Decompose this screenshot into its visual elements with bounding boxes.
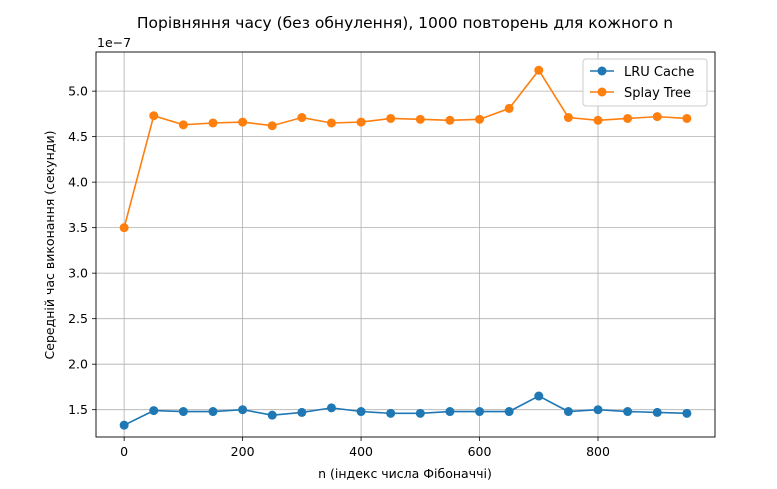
data-point-lru-cache: [178, 407, 188, 417]
series-line-splay-tree: [123, 68, 687, 228]
x-axis-label: n (індекс числа Фібоначчі): [318, 466, 492, 481]
data-point-lru-cache: [208, 407, 218, 417]
data-point-splay-tree: [238, 117, 248, 127]
data-point-splay-tree: [593, 115, 603, 125]
x-tick-label: 400: [349, 444, 373, 459]
data-point-splay-tree: [623, 113, 633, 123]
data-point-lru-cache: [475, 407, 485, 417]
series-line-lru-cache: [123, 395, 687, 426]
data-point-splay-tree: [504, 103, 514, 113]
data-point-splay-tree: [386, 113, 396, 123]
data-point-lru-cache: [149, 406, 159, 416]
y-offset-label: 1e−7: [97, 35, 131, 50]
y-tick-label: 4.5: [68, 129, 88, 144]
axis-ticks: 0 200 400 600 800 1.5 2.0 2.5 3.0 3.5 4.0 4.5 5.0: [68, 84, 610, 459]
data-point-splay-tree: [178, 120, 188, 130]
x-tick-label: 800: [586, 444, 610, 459]
data-point-lru-cache: [415, 408, 425, 418]
data-point-lru-cache: [267, 410, 277, 420]
data-point-lru-cache: [238, 405, 248, 415]
data-point-splay-tree: [326, 118, 336, 128]
y-tick-label: 2.0: [68, 357, 88, 372]
data-point-splay-tree: [445, 115, 455, 125]
x-tick-label: 600: [468, 444, 492, 459]
data-point-lru-cache: [356, 407, 366, 417]
data-point-lru-cache: [593, 405, 603, 415]
chart-title: Порівняння часу (без обнулення), 1000 по…: [137, 14, 673, 32]
data-point-splay-tree: [415, 114, 425, 124]
y-tick-label: 3.0: [68, 266, 88, 281]
data-point-lru-cache: [563, 407, 573, 417]
y-tick-label: 4.0: [68, 175, 88, 190]
data-point-lru-cache: [326, 403, 336, 413]
x-tick-label: 200: [231, 444, 255, 459]
data-point-splay-tree: [119, 223, 129, 233]
data-point-lru-cache: [652, 407, 662, 417]
data-point-lru-cache: [386, 408, 396, 418]
data-point-splay-tree: [652, 112, 662, 122]
y-tick-label: 1.5: [68, 402, 88, 417]
x-tick-label: 0: [120, 444, 128, 459]
legend: LRU Cache Splay Tree: [582, 58, 708, 107]
series-layer: [119, 65, 692, 430]
data-point-lru-cache: [445, 407, 455, 417]
data-point-splay-tree: [534, 65, 544, 75]
grid: [96, 52, 715, 437]
legend-marker-lru-cache: [597, 66, 607, 76]
legend-label-lru-cache: LRU Cache: [624, 65, 694, 80]
data-point-lru-cache: [297, 407, 307, 417]
data-point-lru-cache: [623, 407, 633, 417]
data-point-lru-cache: [119, 420, 129, 430]
data-point-splay-tree: [149, 111, 159, 121]
data-point-splay-tree: [475, 114, 485, 124]
y-axis-label: Середній час виконання (секунди): [42, 131, 57, 360]
data-point-lru-cache: [682, 408, 692, 418]
data-point-splay-tree: [356, 117, 366, 127]
legend-marker-splay-tree: [597, 87, 607, 97]
data-point-lru-cache: [534, 391, 544, 401]
y-tick-label: 5.0: [68, 84, 88, 99]
data-point-lru-cache: [504, 407, 514, 417]
y-tick-label: 3.5: [68, 220, 88, 235]
data-point-splay-tree: [297, 113, 307, 123]
data-point-splay-tree: [208, 118, 218, 128]
data-point-splay-tree: [682, 113, 692, 123]
y-tick-label: 2.5: [68, 311, 88, 326]
data-point-splay-tree: [267, 121, 277, 131]
legend-label-splay-tree: Splay Tree: [624, 86, 691, 101]
plot-frame: [95, 51, 716, 438]
data-point-splay-tree: [563, 113, 573, 123]
